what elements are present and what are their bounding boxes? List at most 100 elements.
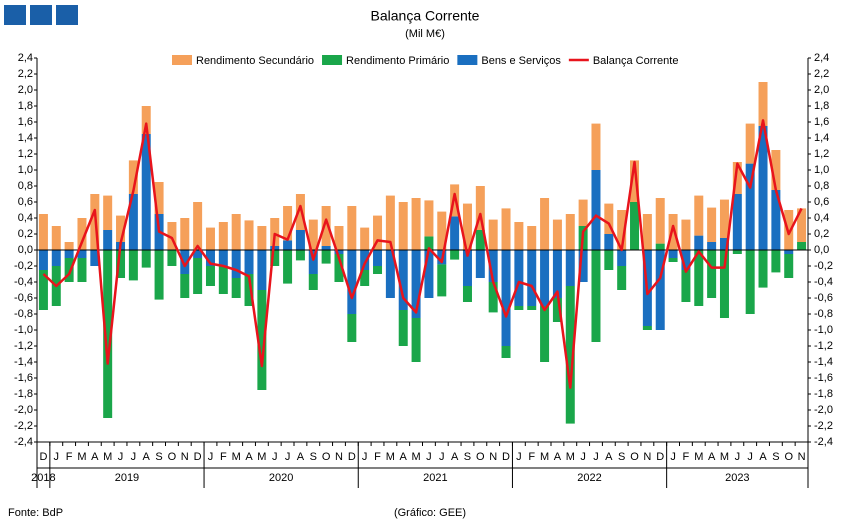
x-tick-label: J: [362, 451, 368, 463]
bar: [193, 250, 203, 258]
y-tick-label: -2,0: [14, 404, 33, 416]
bar: [552, 298, 562, 322]
x-tick-label: S: [155, 451, 162, 463]
y-tick-label: 2,0: [18, 84, 33, 96]
legend-label: Balança Corrente: [593, 55, 679, 67]
y-tick-label: 2,4: [18, 52, 33, 64]
bar: [540, 306, 550, 362]
bar: [270, 218, 280, 246]
x-tick-label: M: [411, 451, 420, 463]
year-label: 2023: [725, 472, 749, 484]
bar: [51, 250, 61, 266]
bar: [205, 227, 215, 250]
bar: [758, 82, 768, 126]
bar: [205, 250, 215, 266]
y-tick-label: 2,2: [18, 68, 33, 80]
x-tick-label: N: [643, 451, 651, 463]
y2-tick-label: 0,0: [814, 244, 829, 256]
x-tick-label: O: [322, 451, 331, 463]
y-tick-label: -1,6: [14, 372, 33, 384]
bar: [719, 238, 729, 250]
y2-tick-label: -1,0: [814, 324, 833, 336]
bar: [514, 222, 524, 250]
y-tick-label: -1,4: [14, 356, 33, 368]
bar: [642, 326, 652, 330]
y-tick-label: -2,2: [14, 420, 33, 432]
x-tick-label: F: [528, 451, 535, 463]
y2-tick-label: -2,2: [814, 420, 833, 432]
bar: [398, 250, 408, 310]
bar: [591, 170, 601, 250]
bar: [668, 214, 678, 250]
bar: [475, 230, 485, 250]
bar: [668, 250, 678, 258]
x-tick-label: D: [656, 451, 664, 463]
x-tick-label: F: [683, 451, 690, 463]
bar: [797, 242, 807, 250]
bar: [193, 202, 203, 250]
bar: [745, 163, 755, 250]
bar: [141, 134, 151, 250]
y-tick-label: -1,8: [14, 388, 33, 400]
x-tick-label: A: [91, 451, 99, 463]
bar: [437, 264, 447, 297]
bar: [385, 195, 395, 250]
bar: [604, 203, 614, 234]
icon: [4, 5, 26, 25]
year-label: 2022: [577, 472, 601, 484]
bar: [257, 226, 267, 250]
y2-tick-label: 0,4: [814, 212, 829, 224]
bar: [270, 246, 280, 250]
bar: [231, 250, 241, 278]
bar: [128, 250, 138, 281]
bar: [527, 306, 537, 310]
chart-subtitle: (Mil M€): [405, 28, 445, 40]
bar: [321, 206, 331, 246]
x-tick-label: D: [194, 451, 202, 463]
bar: [373, 266, 383, 274]
bar: [398, 202, 408, 250]
bar: [257, 250, 267, 290]
bar: [128, 160, 138, 194]
y-tick-label: -0,4: [14, 276, 33, 288]
bar: [552, 219, 562, 250]
legend-label: Bens e Serviços: [481, 55, 561, 67]
bar: [411, 250, 421, 318]
y-tick-label: 1,4: [18, 132, 33, 144]
x-tick-label: J: [118, 451, 124, 463]
bar: [347, 206, 357, 250]
bar: [167, 222, 177, 250]
x-tick-label: J: [285, 451, 291, 463]
bar: [758, 126, 768, 250]
bar: [347, 314, 357, 342]
bar: [283, 206, 293, 241]
bar: [424, 250, 434, 298]
bar: [270, 250, 280, 266]
legend-swatch: [457, 55, 478, 65]
y2-tick-label: -1,6: [814, 372, 833, 384]
bar: [154, 250, 164, 300]
bar: [437, 211, 447, 250]
y2-tick-label: 1,8: [814, 100, 829, 112]
x-tick-label: J: [735, 451, 741, 463]
bar: [488, 282, 498, 313]
bar: [630, 202, 640, 250]
bar: [231, 278, 241, 298]
x-tick-label: J: [516, 451, 522, 463]
y-tick-label: 1,8: [18, 100, 33, 112]
bar: [64, 258, 74, 282]
bar: [64, 250, 74, 258]
bar: [38, 250, 48, 270]
bar: [784, 254, 794, 278]
y-tick-label: -0,6: [14, 292, 33, 304]
y2-tick-label: 1,6: [814, 116, 829, 128]
bar: [797, 208, 807, 242]
bar: [308, 250, 318, 274]
x-tick-label: M: [720, 451, 729, 463]
bar: [475, 250, 485, 278]
bar: [180, 218, 190, 250]
x-tick-label: J: [131, 451, 137, 463]
bar: [180, 274, 190, 298]
bar: [77, 218, 87, 250]
bar: [283, 240, 293, 250]
